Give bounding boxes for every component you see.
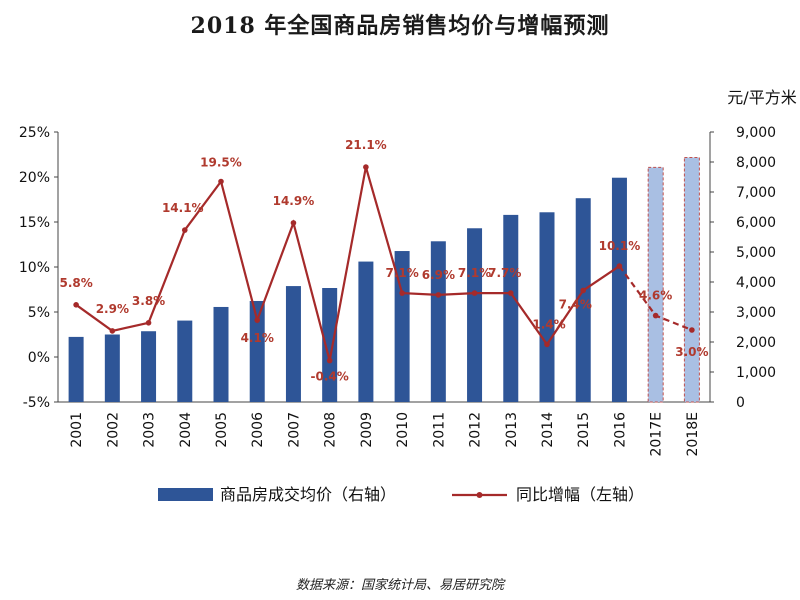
right-axis-unit: 元/平方米 bbox=[727, 88, 796, 107]
legend-line-label: 同比增幅（左轴） bbox=[516, 485, 644, 504]
data-label: 7.1% bbox=[458, 266, 491, 280]
x-tick-label: 2017E bbox=[649, 412, 665, 456]
right-tick-label: 3,000 bbox=[736, 305, 776, 321]
growth-point bbox=[652, 312, 659, 319]
data-label: -0.4% bbox=[311, 370, 349, 384]
left-tick-label: 25% bbox=[19, 125, 50, 141]
growth-point bbox=[73, 302, 79, 308]
growth-point bbox=[435, 292, 442, 298]
data-label: 1.4% bbox=[532, 317, 565, 331]
right-tick-label: 5,000 bbox=[736, 245, 776, 261]
bar bbox=[430, 241, 446, 402]
bar bbox=[213, 306, 229, 402]
data-label: 6.9% bbox=[422, 268, 455, 282]
data-label: 3.8% bbox=[132, 294, 165, 308]
right-tick-label: 7,000 bbox=[736, 185, 776, 201]
right-tick-label: 9,000 bbox=[736, 125, 776, 141]
growth-point bbox=[181, 227, 188, 233]
data-label: 4.1% bbox=[241, 331, 274, 345]
source-note: 数据来源：国家统计局、易居研究院 bbox=[295, 578, 504, 593]
bar bbox=[285, 286, 301, 402]
bar bbox=[177, 320, 193, 402]
x-tick-label: 2012 bbox=[468, 412, 484, 448]
bar bbox=[249, 300, 265, 402]
data-label: 19.5% bbox=[200, 156, 242, 170]
right-tick-label: 2,000 bbox=[736, 335, 776, 351]
right-tick-label: 4,000 bbox=[736, 275, 776, 291]
left-tick-label: 15% bbox=[19, 215, 50, 231]
growth-point bbox=[399, 290, 405, 296]
bar bbox=[467, 228, 483, 402]
x-tick-label: 2016 bbox=[612, 412, 628, 448]
data-label: 4.6% bbox=[639, 289, 672, 303]
right-tick-label: 1,000 bbox=[736, 365, 776, 381]
left-tick-label: 20% bbox=[19, 170, 50, 186]
data-label: 10.1% bbox=[599, 239, 641, 253]
bar bbox=[503, 214, 519, 402]
x-tick-label: 2013 bbox=[504, 412, 520, 448]
left-tick-label: 10% bbox=[19, 260, 50, 276]
right-tick-label: 8,000 bbox=[736, 155, 776, 171]
x-tick-label: 2003 bbox=[142, 412, 158, 448]
x-tick-label: 2010 bbox=[395, 412, 411, 448]
bar bbox=[575, 198, 591, 402]
x-tick-label: 2008 bbox=[323, 412, 339, 448]
right-tick-label: 0 bbox=[736, 395, 745, 411]
growth-point bbox=[363, 164, 369, 170]
x-tick-label: 2002 bbox=[105, 412, 121, 448]
x-tick-label: 2004 bbox=[178, 412, 194, 448]
x-tick-label: 2014 bbox=[540, 412, 556, 448]
growth-point bbox=[507, 290, 514, 296]
bar bbox=[358, 261, 374, 402]
bar bbox=[68, 336, 84, 402]
chart-title: 2018 年全国商品房销售均价与增幅预测 bbox=[190, 13, 610, 39]
data-label: 2.9% bbox=[96, 302, 129, 316]
data-label: 7.4% bbox=[559, 297, 592, 311]
bar bbox=[611, 177, 627, 402]
growth-point bbox=[145, 320, 152, 326]
data-label: 21.1% bbox=[345, 138, 387, 152]
growth-line bbox=[75, 166, 621, 361]
legend-bar-swatch bbox=[158, 488, 213, 501]
x-tick-label: 2015 bbox=[576, 412, 592, 448]
bar bbox=[141, 331, 157, 402]
legend-bar-label: 商品房成交均价（右轴） bbox=[220, 485, 396, 504]
x-tick-label: 2001 bbox=[69, 412, 85, 448]
data-label: 3.0% bbox=[675, 345, 708, 359]
x-tick-label: 2005 bbox=[214, 412, 230, 448]
x-tick-label: 2006 bbox=[250, 412, 266, 448]
bar-estimate bbox=[683, 157, 700, 403]
data-label: 14.1% bbox=[162, 201, 204, 215]
left-tick-label: 5% bbox=[28, 305, 50, 321]
data-label: 14.9% bbox=[273, 194, 315, 208]
growth-point bbox=[471, 290, 478, 296]
growth-point bbox=[544, 341, 550, 348]
growth-point bbox=[254, 317, 261, 323]
left-tick-label: 0% bbox=[28, 350, 50, 366]
growth-point bbox=[290, 220, 297, 226]
growth-point bbox=[218, 178, 224, 185]
growth-point bbox=[689, 327, 695, 333]
x-tick-label: 2011 bbox=[431, 412, 447, 448]
data-label: 7.1% bbox=[385, 266, 418, 280]
x-tick-label: 2009 bbox=[359, 412, 375, 448]
left-tick-label: -5% bbox=[23, 395, 50, 411]
growth-point bbox=[109, 328, 116, 334]
bar bbox=[104, 334, 120, 402]
legend-line-marker bbox=[476, 492, 483, 498]
bar bbox=[539, 212, 555, 402]
data-label: 7.7% bbox=[488, 266, 521, 280]
bar bbox=[322, 288, 338, 402]
x-tick-label: 2007 bbox=[286, 412, 302, 448]
right-tick-label: 6,000 bbox=[736, 215, 776, 231]
growth-point bbox=[580, 287, 587, 294]
growth-point bbox=[326, 357, 333, 364]
data-label: 5.8% bbox=[59, 276, 92, 290]
bar-estimate bbox=[647, 166, 664, 403]
x-tick-label: 2018E bbox=[685, 412, 701, 456]
bar bbox=[394, 251, 410, 402]
growth-point bbox=[616, 263, 623, 269]
